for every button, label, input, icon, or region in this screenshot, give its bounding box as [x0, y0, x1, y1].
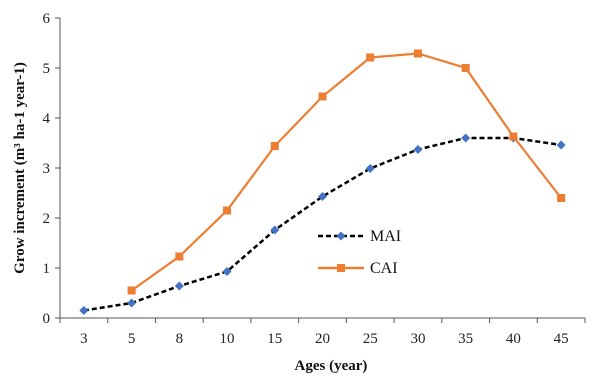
x-tick-label: 30 — [410, 331, 425, 347]
y-tick-label: 0 — [43, 311, 51, 327]
data-point — [461, 133, 471, 143]
x-tick-label: 15 — [267, 331, 282, 347]
x-tick-label: 45 — [554, 331, 569, 347]
series-cai — [127, 49, 566, 295]
y-tick-label: 3 — [43, 161, 51, 177]
x-tick-label: 20 — [315, 331, 330, 347]
x-tick-label: 5 — [128, 331, 136, 347]
data-point — [223, 206, 232, 215]
legend-marker — [336, 231, 346, 241]
data-point — [366, 53, 375, 62]
data-point — [270, 142, 279, 150]
data-point — [413, 49, 422, 58]
data-point — [509, 132, 518, 141]
data-point — [270, 225, 280, 235]
data-point — [557, 194, 566, 202]
data-point — [127, 286, 136, 295]
legend-label-mai: MAI — [370, 228, 401, 245]
series-line-mai — [83, 136, 562, 312]
data-point — [318, 92, 327, 101]
data-point — [413, 145, 423, 154]
axes — [55, 17, 586, 323]
data-point — [556, 140, 566, 150]
legend-label-cai: CAI — [370, 260, 398, 277]
y-tick-label: 2 — [43, 211, 51, 227]
x-tick-labels: 3 5 8 10 15 20 25 30 35 40 45 — [80, 331, 569, 347]
data-point — [222, 267, 232, 276]
x-tick-label: 10 — [220, 331, 235, 347]
series-mai — [79, 133, 566, 315]
data-point — [174, 281, 184, 291]
legend: MAI CAI — [318, 228, 401, 277]
series-layer — [79, 49, 566, 315]
y-axis-title: Grow increment (m³ ha-1 year-1) — [12, 62, 28, 274]
y-tick-label: 4 — [43, 111, 51, 127]
data-point — [127, 298, 137, 308]
data-point — [461, 64, 470, 72]
y-tick-label: 5 — [43, 61, 51, 77]
x-tick-label: 25 — [363, 331, 378, 347]
x-tick-label: 3 — [80, 331, 88, 347]
x-tick-label: 40 — [506, 331, 521, 347]
series-line-cai — [130, 52, 562, 292]
y-tick-label: 1 — [43, 261, 51, 277]
data-point — [79, 306, 89, 315]
x-axis-title: Ages (year) — [295, 358, 368, 374]
data-point — [365, 164, 375, 173]
data-point — [175, 252, 184, 261]
data-point — [318, 192, 327, 201]
x-tick-label: 35 — [458, 331, 473, 347]
legend-marker — [337, 264, 345, 272]
y-tick-label: 6 — [43, 11, 51, 27]
x-tick-label: 8 — [176, 331, 184, 347]
y-tick-labels: 0 1 2 3 4 5 6 — [43, 11, 51, 327]
